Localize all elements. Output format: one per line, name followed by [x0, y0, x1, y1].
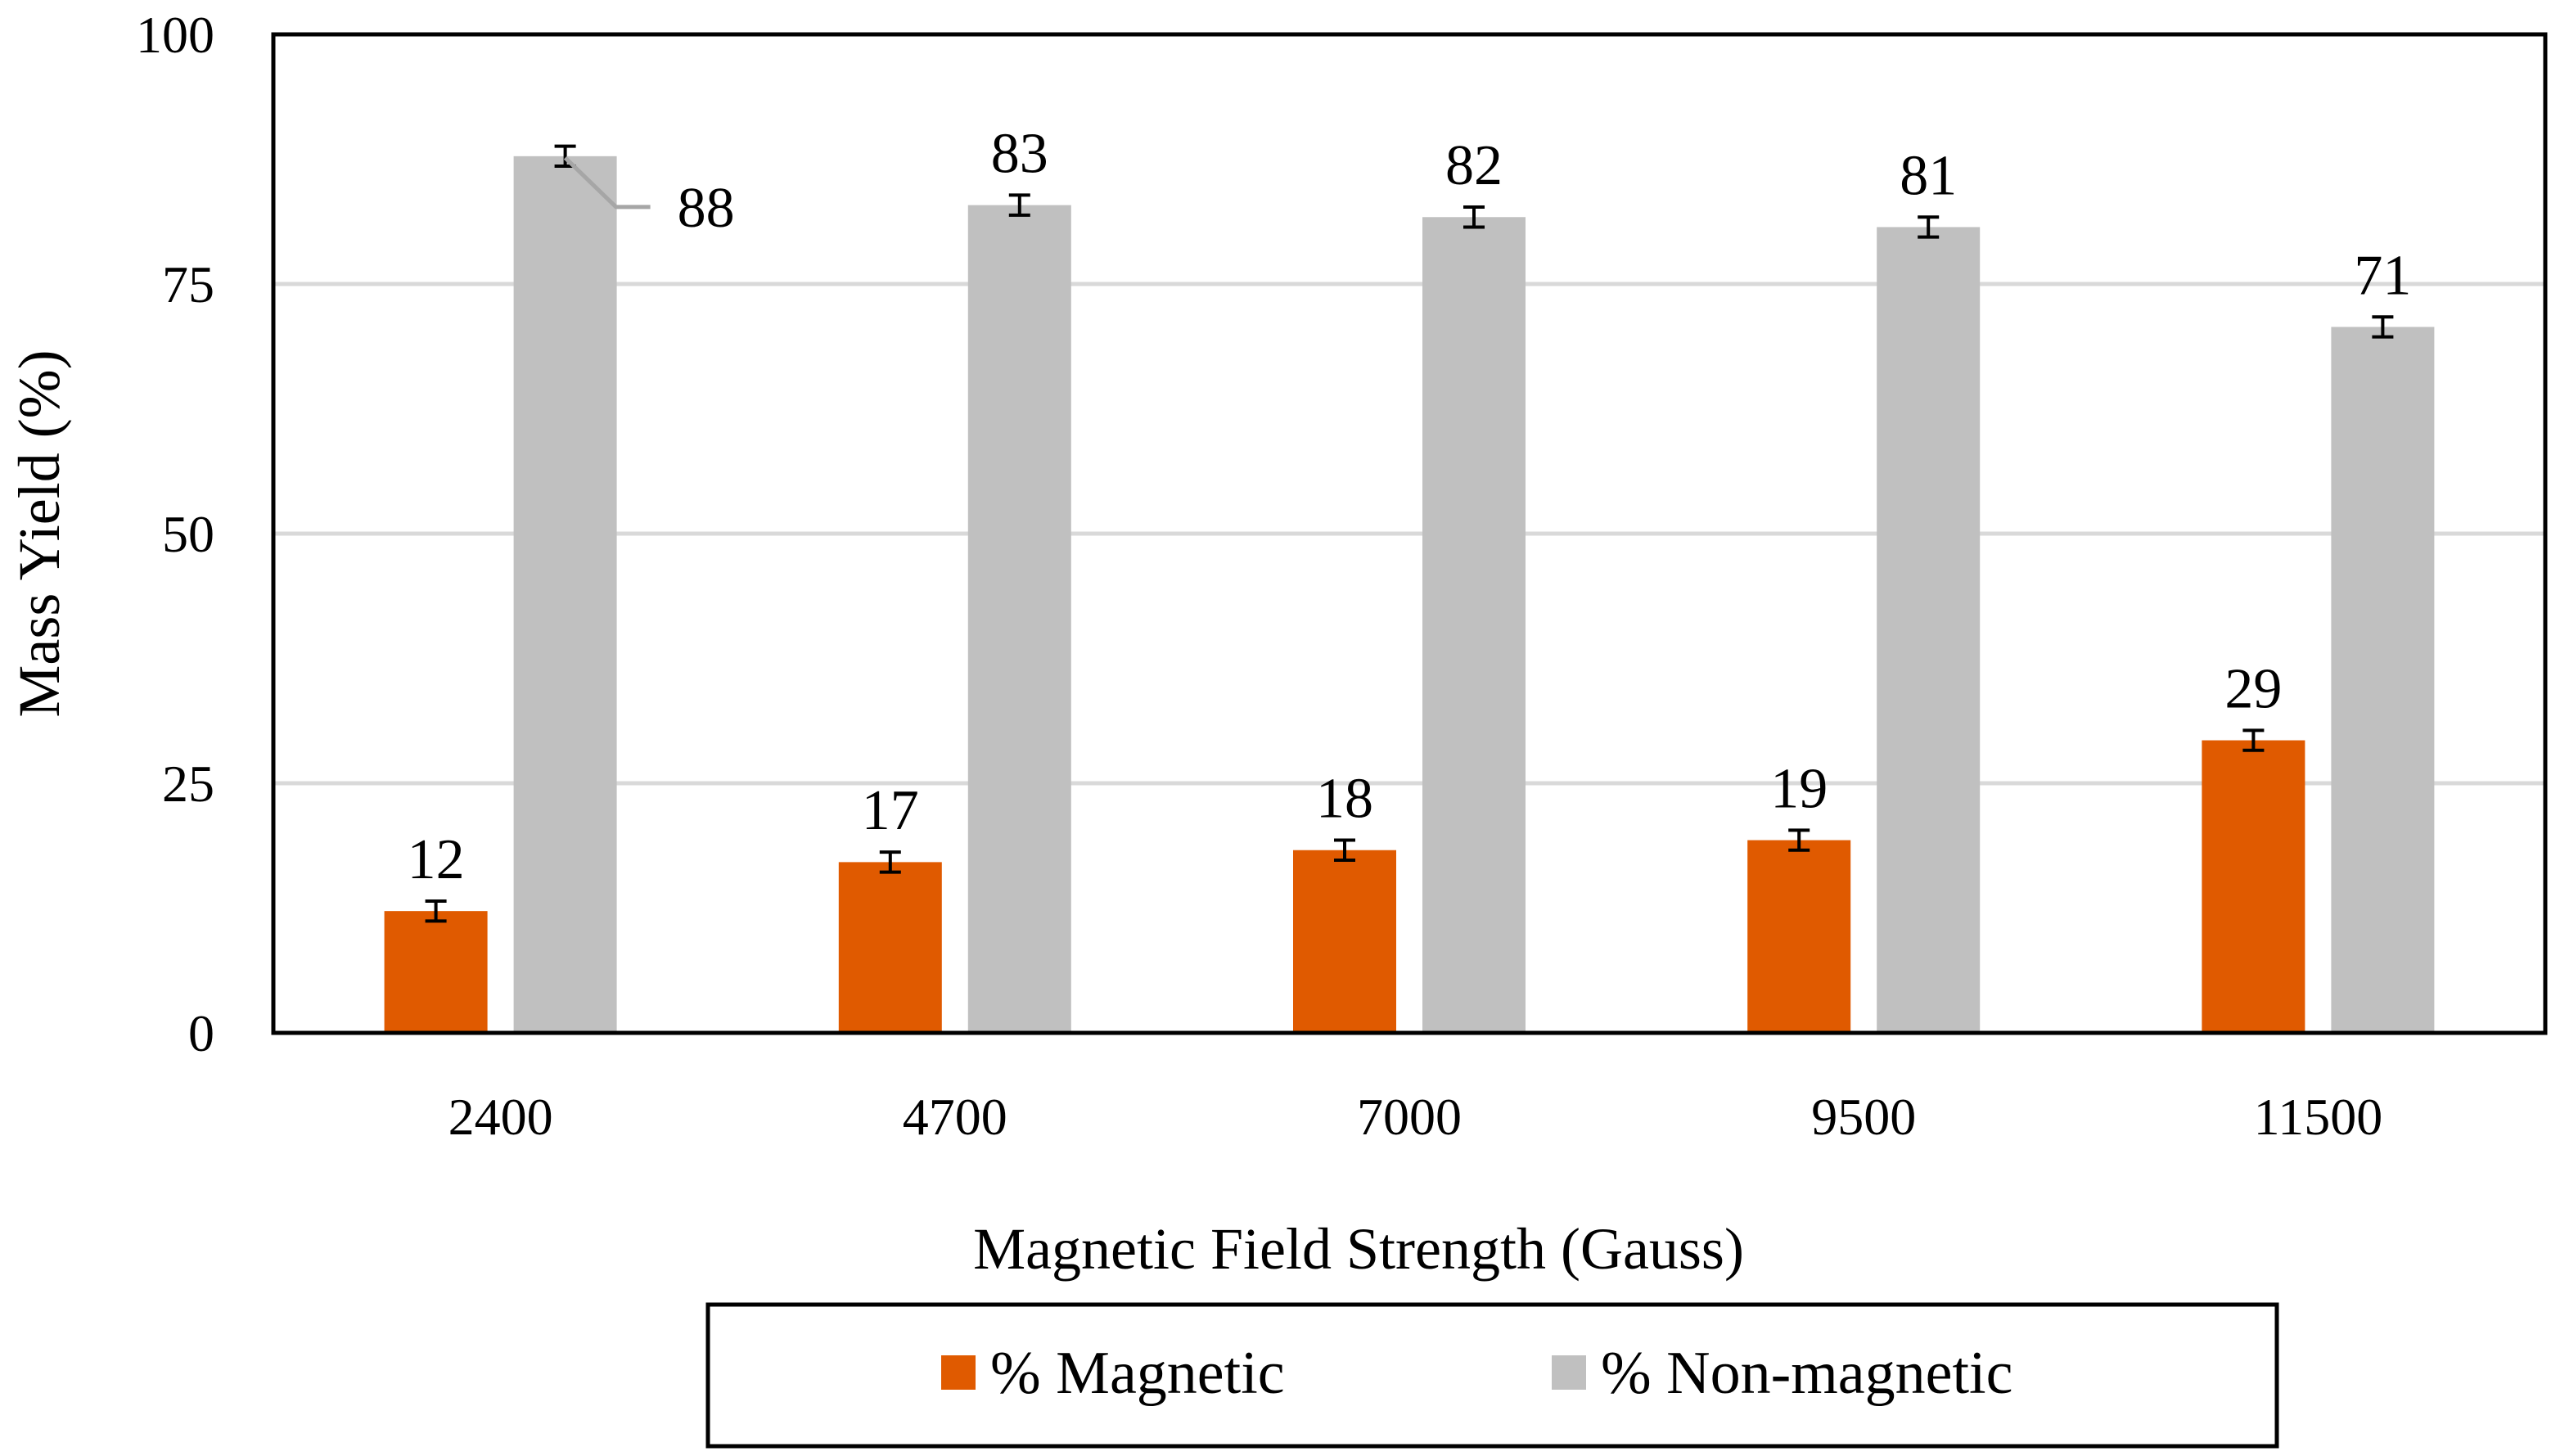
data-label-non-magnetic-4700: 83 [991, 122, 1048, 185]
legend-label-magnetic: % Magnetic [990, 1340, 1285, 1407]
legend-label-non-magnetic: % Non-magnetic [1601, 1340, 2012, 1407]
y-tick-label-25: 25 [162, 755, 214, 813]
legend: % Magnetic % Non-magnetic [705, 1302, 2279, 1449]
y-axis-ticks: 0 25 50 75 100 [136, 6, 214, 1062]
bar-magnetic-2400 [384, 911, 488, 1033]
bar-magnetic-7000 [1293, 850, 1396, 1033]
y-axis-title: Mass Yield (%) [7, 349, 72, 717]
legend-swatch-non-magnetic [1552, 1355, 1586, 1390]
data-label-non-magnetic-2400: 88 [678, 177, 735, 240]
x-axis-ticks: 2400 4700 7000 9500 11500 [448, 1088, 2383, 1146]
error-bar-magnetic-2400 [425, 899, 447, 923]
error-bar-magnetic-4700 [879, 850, 901, 874]
error-bar-magnetic-7000 [1334, 838, 1355, 862]
data-label-leader-line [563, 156, 651, 210]
bar-non-magnetic-9500 [1877, 227, 1981, 1034]
error-bar-non-magnetic-11500 [2372, 315, 2394, 339]
bar-magnetic-9500 [1747, 840, 1851, 1033]
data-label-magnetic-7000: 18 [1316, 768, 1373, 831]
x-tick-label-9500: 9500 [1811, 1088, 1916, 1146]
legend-box [705, 1302, 2279, 1449]
data-label-magnetic-11500: 29 [2224, 657, 2282, 720]
y-tick-label-75: 75 [162, 255, 214, 313]
bar-non-magnetic-11500 [2331, 327, 2435, 1034]
data-label-magnetic-2400: 12 [408, 828, 465, 891]
data-labels: 12 17 18 19 29 88 83 82 81 71 [408, 122, 2412, 891]
legend-swatch-magnetic [941, 1355, 976, 1390]
bar-magnetic-4700 [838, 862, 942, 1033]
bar-non-magnetic-7000 [1422, 217, 1526, 1033]
x-tick-label-7000: 7000 [1357, 1088, 1462, 1146]
y-tick-label-100: 100 [136, 6, 214, 64]
bar-magnetic-11500 [2202, 740, 2305, 1033]
x-axis-title: Magnetic Field Strength (Gauss) [973, 1216, 1744, 1282]
error-bar-non-magnetic-4700 [1008, 193, 1030, 217]
x-tick-label-11500: 11500 [2254, 1088, 2383, 1146]
bars [384, 156, 2435, 1034]
bar-non-magnetic-4700 [967, 205, 1071, 1033]
error-bars [425, 144, 2394, 923]
error-bar-non-magnetic-7000 [1463, 205, 1485, 229]
data-label-non-magnetic-11500: 71 [2354, 244, 2411, 307]
bar-non-magnetic-2400 [513, 156, 617, 1034]
data-label-non-magnetic-7000: 82 [1445, 134, 1503, 197]
error-bar-magnetic-11500 [2242, 728, 2265, 752]
error-bar-non-magnetic-9500 [1918, 215, 1940, 239]
y-tick-label-0: 0 [188, 1004, 214, 1062]
error-bar-magnetic-9500 [1788, 828, 1810, 852]
gridlines [273, 282, 2545, 786]
data-label-magnetic-9500: 19 [1770, 757, 1828, 820]
data-label-magnetic-4700: 17 [862, 779, 919, 842]
plot-area-border [271, 32, 2548, 1035]
x-tick-label-2400: 2400 [448, 1088, 553, 1146]
x-tick-label-4700: 4700 [903, 1088, 1007, 1146]
y-tick-label-50: 50 [162, 505, 214, 563]
data-label-non-magnetic-9500: 81 [1900, 144, 1957, 207]
